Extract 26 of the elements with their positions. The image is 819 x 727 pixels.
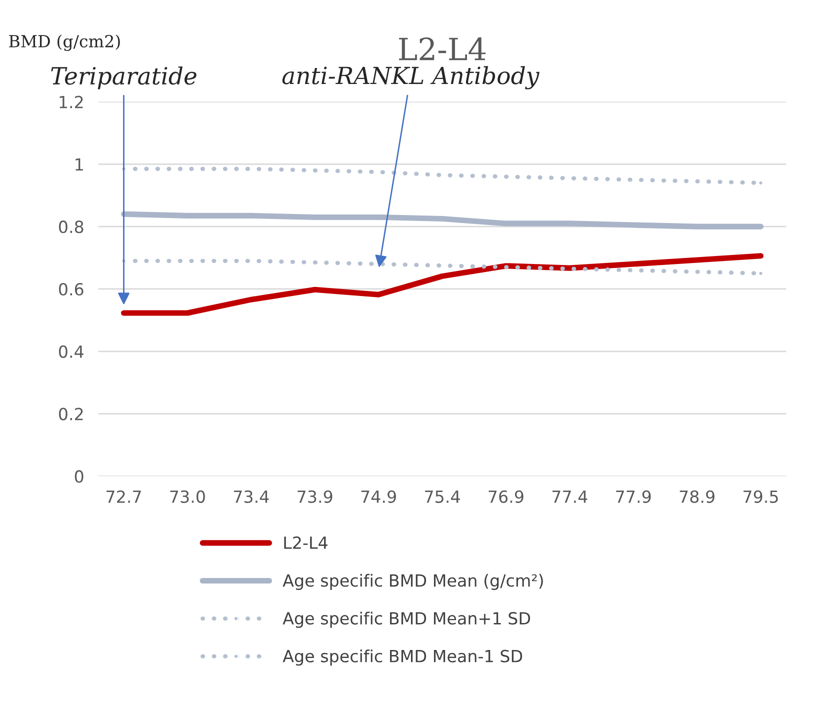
legend-label: L2-L4 (284, 536, 328, 549)
annotation: anti-RANKL Antibody (282, 66, 540, 90)
y-tick-label: 0 (74, 470, 84, 483)
y-tick-label: 1 (76, 158, 83, 171)
x-tick-label: 73.4 (234, 490, 269, 503)
x-tick-label: 77.4 (552, 490, 588, 503)
x-tick-label: 78.9 (680, 490, 714, 503)
legend-label: Age specific BMD Mean+1 SD (282, 612, 530, 628)
x-tick-label: 75.4 (425, 490, 460, 503)
y-tick-label: 1.2 (60, 96, 83, 108)
x-tick-label: 76.9 (488, 490, 524, 503)
x-tick-label: 73.9 (298, 490, 332, 503)
y-tick-label: 0.8 (58, 220, 84, 234)
y-axis-title: BMD (g/cm2) (9, 34, 120, 51)
x-tick-label: 74.9 (361, 490, 396, 503)
x-tick-label: 79.5 (744, 490, 778, 503)
y-tick-label: 0.6 (58, 282, 84, 296)
y-tick-label: 0.2 (58, 408, 83, 420)
x-tick-label: 72.7 (106, 490, 141, 503)
x-tick-label: 77.9 (616, 490, 651, 503)
x-tick-label: 73.0 (170, 490, 205, 503)
legend-label: Age specific BMD Mean (g/cm²) (282, 574, 543, 590)
chart-title: L2-L4 (399, 37, 486, 60)
y-tick-label: 0.4 (58, 345, 84, 358)
annotation: Teriparatide (51, 66, 196, 90)
legend-label: Age specific BMD Mean-1 SD (282, 650, 522, 666)
